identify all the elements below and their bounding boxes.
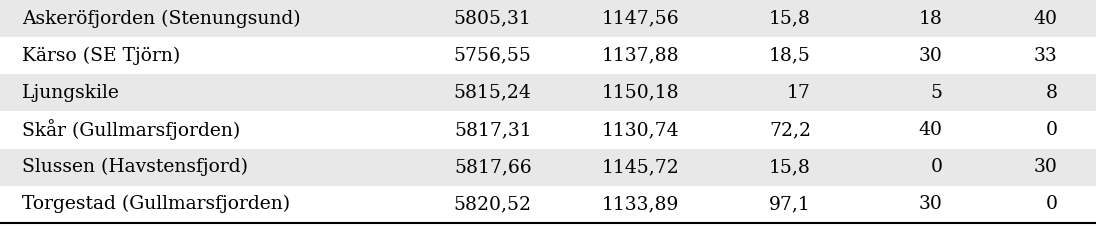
Text: 5820,52: 5820,52 — [454, 195, 532, 213]
Text: 0: 0 — [931, 158, 943, 176]
Text: 1147,56: 1147,56 — [602, 10, 680, 28]
Text: 15,8: 15,8 — [769, 10, 811, 28]
Text: Ljungskile: Ljungskile — [22, 84, 119, 102]
Text: 18,5: 18,5 — [769, 47, 811, 65]
Text: 30: 30 — [1034, 158, 1058, 176]
Text: 1137,88: 1137,88 — [602, 47, 680, 65]
Text: 1145,72: 1145,72 — [602, 158, 680, 176]
Text: Askeröfjorden (Stenungsund): Askeröfjorden (Stenungsund) — [22, 9, 300, 28]
Text: 97,1: 97,1 — [769, 195, 811, 213]
Text: 0: 0 — [1046, 195, 1058, 213]
Text: 72,2: 72,2 — [769, 121, 811, 139]
Text: 40: 40 — [918, 121, 943, 139]
Text: 1130,74: 1130,74 — [602, 121, 680, 139]
Text: Slussen (Havstensfjord): Slussen (Havstensfjord) — [22, 158, 248, 176]
Text: 40: 40 — [1034, 10, 1058, 28]
FancyBboxPatch shape — [0, 149, 1096, 186]
Text: 5817,66: 5817,66 — [454, 158, 532, 176]
Text: 5817,31: 5817,31 — [454, 121, 532, 139]
Text: 5756,55: 5756,55 — [454, 47, 532, 65]
FancyBboxPatch shape — [0, 111, 1096, 149]
Text: 17: 17 — [787, 84, 811, 102]
FancyBboxPatch shape — [0, 186, 1096, 223]
Text: Kärso (SE Tjörn): Kärso (SE Tjörn) — [22, 47, 180, 65]
Text: 30: 30 — [918, 47, 943, 65]
Text: 18: 18 — [918, 10, 943, 28]
FancyBboxPatch shape — [0, 0, 1096, 37]
FancyBboxPatch shape — [0, 37, 1096, 74]
FancyBboxPatch shape — [0, 74, 1096, 111]
Text: Skår (Gullmarsfjorden): Skår (Gullmarsfjorden) — [22, 120, 240, 140]
Text: 5805,31: 5805,31 — [454, 10, 532, 28]
Text: 1150,18: 1150,18 — [602, 84, 680, 102]
Text: 0: 0 — [1046, 121, 1058, 139]
Text: 5815,24: 5815,24 — [454, 84, 532, 102]
Text: 8: 8 — [1046, 84, 1058, 102]
Text: 33: 33 — [1034, 47, 1058, 65]
Text: 30: 30 — [918, 195, 943, 213]
Text: 5: 5 — [931, 84, 943, 102]
Text: 15,8: 15,8 — [769, 158, 811, 176]
Text: 1133,89: 1133,89 — [602, 195, 680, 213]
Text: Torgestad (Gullmarsfjorden): Torgestad (Gullmarsfjorden) — [22, 195, 290, 213]
